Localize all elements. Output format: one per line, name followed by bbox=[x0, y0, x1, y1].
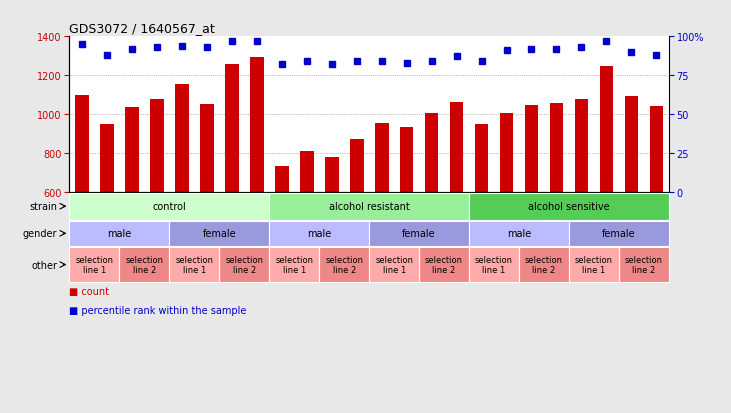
Bar bbox=[225, 64, 238, 192]
Bar bbox=[170, 221, 269, 246]
Bar bbox=[69, 221, 170, 246]
Text: male: male bbox=[307, 229, 331, 239]
Bar bbox=[450, 103, 463, 192]
Text: selection
line 2: selection line 2 bbox=[525, 255, 563, 275]
Bar bbox=[369, 247, 419, 282]
Bar bbox=[500, 114, 513, 192]
Bar bbox=[550, 103, 564, 192]
Text: alcohol sensitive: alcohol sensitive bbox=[529, 202, 610, 212]
Bar bbox=[69, 247, 119, 282]
Text: selection
line 1: selection line 1 bbox=[575, 255, 613, 275]
Text: control: control bbox=[153, 202, 186, 212]
Bar bbox=[200, 104, 213, 192]
Text: ■ count: ■ count bbox=[69, 287, 110, 297]
Bar bbox=[569, 221, 669, 246]
Text: gender: gender bbox=[23, 229, 58, 239]
Text: selection
line 1: selection line 1 bbox=[276, 255, 313, 275]
Bar bbox=[150, 100, 164, 192]
Text: female: female bbox=[602, 229, 636, 239]
Bar bbox=[275, 167, 289, 192]
Text: selection
line 2: selection line 2 bbox=[225, 255, 263, 275]
Bar bbox=[400, 128, 414, 192]
Text: selection
line 1: selection line 1 bbox=[75, 255, 113, 275]
Bar bbox=[469, 247, 519, 282]
Bar bbox=[125, 108, 139, 192]
Bar bbox=[575, 100, 588, 192]
Bar bbox=[69, 193, 269, 220]
Bar bbox=[250, 58, 264, 192]
Text: selection
line 1: selection line 1 bbox=[475, 255, 513, 275]
Text: selection
line 2: selection line 2 bbox=[126, 255, 163, 275]
Bar bbox=[350, 140, 363, 192]
Bar bbox=[175, 85, 189, 192]
Bar bbox=[75, 96, 88, 192]
Bar bbox=[525, 105, 538, 192]
Bar bbox=[269, 221, 369, 246]
Text: male: male bbox=[507, 229, 531, 239]
Bar bbox=[624, 97, 638, 192]
Text: female: female bbox=[402, 229, 436, 239]
Bar bbox=[269, 193, 469, 220]
Bar bbox=[474, 125, 488, 192]
Bar bbox=[325, 157, 338, 192]
Bar bbox=[170, 247, 219, 282]
Bar bbox=[425, 114, 439, 192]
Text: selection
line 1: selection line 1 bbox=[375, 255, 413, 275]
Bar bbox=[469, 221, 569, 246]
Text: strain: strain bbox=[29, 202, 58, 212]
Bar bbox=[369, 221, 469, 246]
Bar bbox=[375, 124, 388, 192]
Bar bbox=[469, 193, 669, 220]
Text: selection
line 2: selection line 2 bbox=[625, 255, 663, 275]
Bar bbox=[599, 66, 613, 192]
Bar bbox=[619, 247, 669, 282]
Bar bbox=[300, 152, 314, 192]
Text: selection
line 2: selection line 2 bbox=[425, 255, 463, 275]
Bar bbox=[269, 247, 319, 282]
Text: other: other bbox=[31, 260, 58, 270]
Text: GDS3072 / 1640567_at: GDS3072 / 1640567_at bbox=[69, 22, 215, 35]
Bar bbox=[569, 247, 619, 282]
Bar bbox=[219, 247, 269, 282]
Text: male: male bbox=[107, 229, 132, 239]
Bar bbox=[419, 247, 469, 282]
Bar bbox=[519, 247, 569, 282]
Bar bbox=[319, 247, 369, 282]
Text: selection
line 1: selection line 1 bbox=[175, 255, 213, 275]
Bar bbox=[100, 125, 114, 192]
Text: female: female bbox=[202, 229, 236, 239]
Text: alcohol resistant: alcohol resistant bbox=[329, 202, 409, 212]
Text: ■ percentile rank within the sample: ■ percentile rank within the sample bbox=[69, 305, 247, 315]
Bar bbox=[119, 247, 170, 282]
Text: selection
line 2: selection line 2 bbox=[325, 255, 363, 275]
Bar bbox=[650, 107, 663, 192]
